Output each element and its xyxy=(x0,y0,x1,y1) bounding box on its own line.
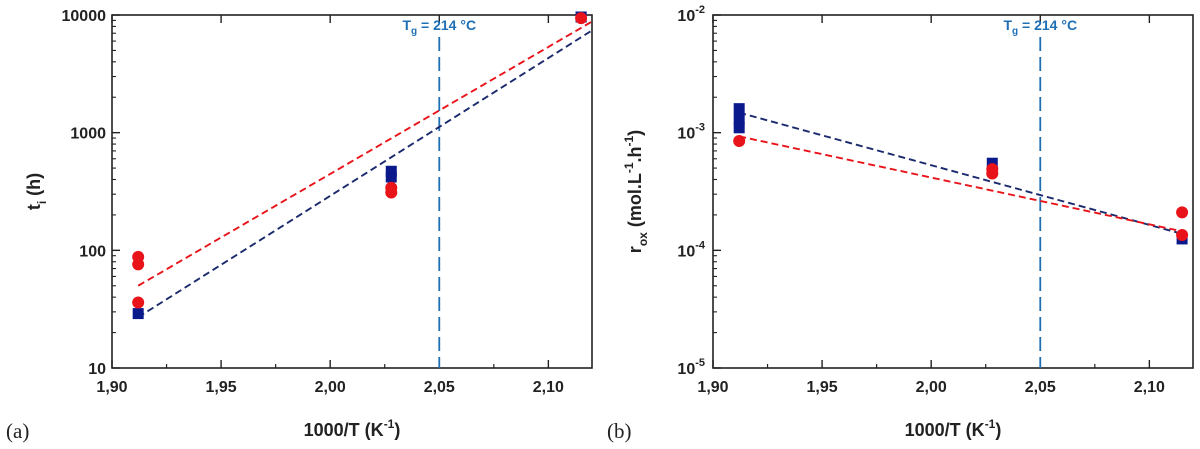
x-axis-label: 1000/T (K-1) xyxy=(905,417,1002,440)
data-point-circle xyxy=(132,250,145,263)
plot-frame xyxy=(111,14,593,369)
x-tick-label: 1,90 xyxy=(96,379,127,396)
fit-line xyxy=(738,135,1183,233)
data-point-square xyxy=(132,308,144,320)
tg-annotation: Tg = 214 °C xyxy=(402,17,476,37)
y-axis-label: rox (mol.L-1.h-1) xyxy=(622,130,650,253)
data-point-circle xyxy=(733,134,746,147)
y-tick-label: 10-4 xyxy=(677,239,705,260)
y-tick-label: 10000 xyxy=(62,8,107,25)
data-point-square xyxy=(385,165,397,177)
y-tick-label: 10-2 xyxy=(677,4,705,25)
y-tick-label: 10 xyxy=(88,361,106,378)
chart-panel-a: 1,90 1,95 2,00 2,05 2,10 10 100 1000 10000 1000/T… xyxy=(6,8,593,443)
data-point-circle xyxy=(1176,228,1189,241)
fit-line xyxy=(738,111,1183,235)
x-tick-label: 1,90 xyxy=(697,379,728,396)
data-point-square xyxy=(733,113,745,125)
data-point-circle xyxy=(1176,206,1189,219)
tg-annotation: Tg = 214 °C xyxy=(1003,17,1077,37)
data-point-circle xyxy=(132,296,145,309)
x-tick-label: 2,00 xyxy=(315,379,346,396)
x-tick-label: 2,05 xyxy=(1025,379,1056,396)
data-point-circle xyxy=(575,12,588,25)
x-tick-label: 2,00 xyxy=(916,379,947,396)
y-tick-label: 10-3 xyxy=(677,122,705,143)
x-tick-label: 1,95 xyxy=(206,379,237,396)
fit-line xyxy=(137,29,593,319)
data-point-square xyxy=(733,103,745,115)
data-point-circle xyxy=(385,181,398,194)
y-tick-label: 1000 xyxy=(70,126,106,143)
data-point-square xyxy=(385,171,397,183)
x-tick-label: 1,95 xyxy=(807,379,838,396)
fit-line xyxy=(137,20,593,287)
y-tick-label: 10-5 xyxy=(677,357,705,378)
panel-label: (b) xyxy=(607,419,632,443)
panel-label: (a) xyxy=(6,419,29,443)
y-tick-label: 100 xyxy=(79,243,106,260)
y-axis-label: ti (h) xyxy=(24,173,49,210)
x-tick-label: 2,05 xyxy=(424,379,455,396)
x-tick-label: 2,10 xyxy=(1134,379,1165,396)
data-point-circle xyxy=(986,167,999,180)
chart-panel-b: 1,90 1,95 2,00 2,05 2,10 10-5 10-4 10-3 10-2 1000… xyxy=(607,4,1194,443)
plot-frame xyxy=(712,14,1194,369)
x-tick-label: 2,10 xyxy=(533,379,564,396)
data-point-square xyxy=(733,122,745,134)
x-axis-label: 1000/T (K-1) xyxy=(304,417,401,440)
